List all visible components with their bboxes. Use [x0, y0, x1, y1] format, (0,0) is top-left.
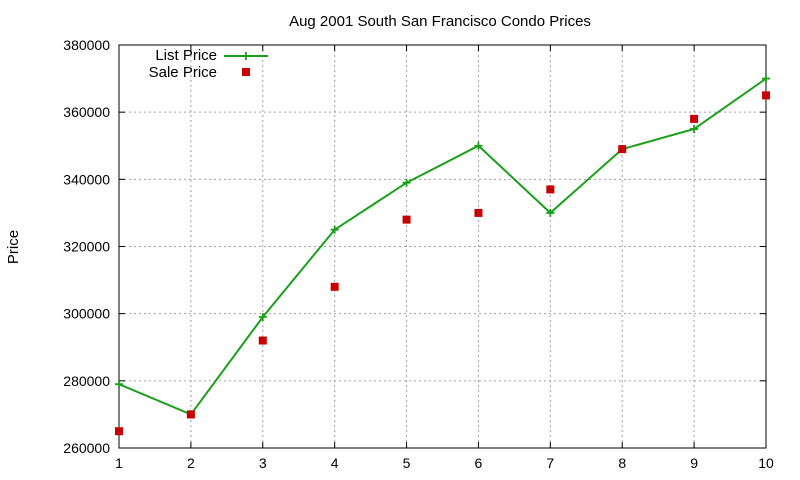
sale-price-point	[474, 208, 483, 217]
sale-price-point	[690, 114, 699, 123]
x-tick-label: 8	[618, 455, 626, 471]
sale-price-point	[618, 145, 627, 154]
y-tick-label: 360000	[63, 104, 110, 120]
list-price-point	[474, 141, 483, 150]
legend-marker-sale-price	[242, 68, 250, 76]
sale-price-point	[402, 215, 411, 224]
list-price-point	[330, 225, 339, 234]
y-tick-label: 280000	[63, 373, 110, 389]
sale-price-point	[762, 91, 770, 100]
legend-label-sale-price: Sale Price	[149, 64, 217, 81]
y-tick-label: 300000	[63, 306, 110, 322]
chart-title: Aug 2001 South San Francisco Condo Price…	[289, 13, 591, 30]
sale-price-point	[258, 336, 267, 345]
legend-label-list-price: List Price	[155, 47, 217, 64]
grid	[119, 45, 766, 448]
sale-price-point	[546, 185, 555, 194]
y-tick-label: 340000	[63, 171, 110, 187]
list-price-line	[118, 77, 767, 416]
axis-ticks: 260000 280000 300000 320000 340000 360000 3800…	[63, 37, 774, 471]
sale-price-point	[115, 427, 123, 436]
y-tick-label: 380000	[63, 37, 110, 53]
plot-frame	[118, 44, 767, 449]
x-tick-label: 2	[187, 455, 195, 471]
x-tick-label: 4	[331, 455, 339, 471]
x-tick-label: 6	[475, 455, 483, 471]
legend-marker-list-price	[242, 52, 250, 60]
x-tick-label: 9	[690, 455, 698, 471]
list-price-point	[690, 124, 699, 133]
sale-price-point	[186, 410, 195, 419]
list-price-point	[258, 313, 267, 322]
legend: List Price Sale Price	[149, 47, 268, 81]
x-tick-label: 1	[115, 455, 123, 471]
legend-sample-list-price	[224, 52, 268, 60]
list-price-point	[762, 74, 770, 83]
list-price-point	[115, 380, 123, 389]
x-tick-label: 5	[403, 455, 411, 471]
x-tick-label: 3	[259, 455, 267, 471]
series-list-price	[115, 74, 770, 419]
x-tick-label: 7	[546, 455, 554, 471]
series-sale-price	[115, 91, 770, 436]
sale-price-point	[330, 282, 339, 291]
x-tick-label: 10	[758, 455, 774, 471]
y-tick-label: 320000	[63, 239, 110, 255]
list-price-point	[402, 178, 411, 187]
y-tick-label: 260000	[63, 440, 110, 456]
series-layer	[115, 74, 770, 436]
list-price-point	[546, 208, 555, 217]
y-axis-label: Price	[5, 230, 22, 264]
